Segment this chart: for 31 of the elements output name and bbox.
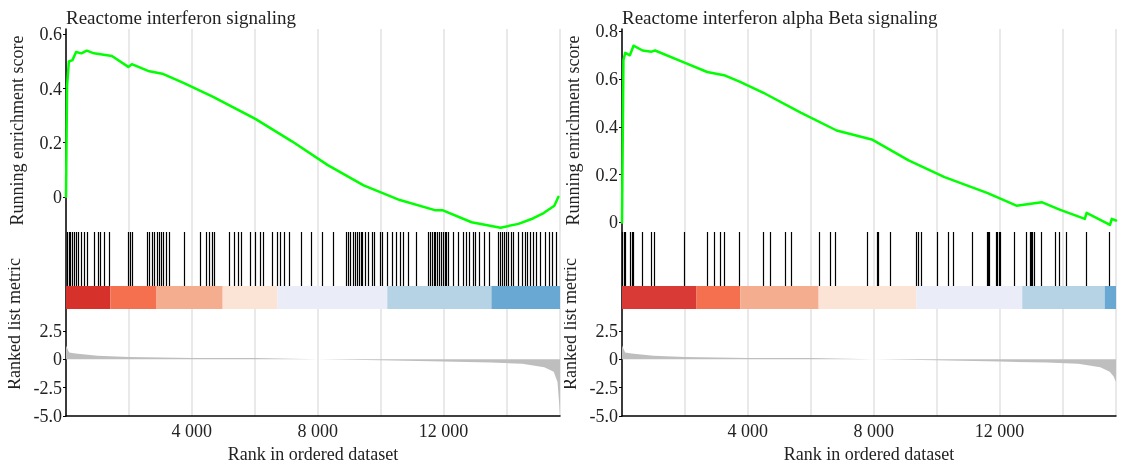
y-tick-label: 0 [53, 349, 62, 370]
y-axis-title: Running enrichment score [7, 35, 27, 226]
y-tick-label: -5.0 [589, 406, 618, 426]
y-tick-label: 0 [609, 349, 618, 370]
x-tick-label: 12 000 [974, 421, 1025, 441]
y-tick-label: 0.2 [39, 132, 62, 153]
y-tick-label: 2.5 [39, 320, 62, 341]
y-tick-label: 0.6 [39, 24, 62, 45]
y-tick-label: 0.4 [595, 116, 618, 137]
y-tick-label: 0 [609, 212, 618, 233]
chart-title: Reactome interferon alpha Beta signaling [622, 7, 938, 28]
x-axis-title: Rank in ordered dataset [783, 443, 955, 464]
x-tick-label: 4 000 [171, 421, 213, 441]
line-series [64, 49, 560, 229]
x-tick-label: 8 000 [297, 421, 338, 441]
y-tick-label: 0 [53, 186, 62, 207]
y-tick-label: -2.5 [33, 377, 62, 398]
x-tick-label: 12 000 [418, 421, 469, 441]
y-tick-label: -5.0 [33, 406, 62, 426]
y-tick-label: 0.8 [595, 21, 618, 42]
x-axis-title: Rank in ordered dataset [227, 443, 399, 464]
x-tick-label: 8 000 [853, 421, 894, 441]
x-tick-label: 4 000 [727, 421, 769, 441]
y-tick-label: 0.6 [595, 69, 618, 90]
y-tick-label: 0.2 [595, 164, 618, 185]
line-series [620, 44, 1118, 227]
y-tick-label: 2.5 [595, 320, 618, 341]
y-axis-title: Running enrichment score [563, 35, 583, 226]
y-tick-label: -2.5 [589, 377, 618, 398]
chart-title: Reactome interferon signaling [66, 7, 297, 28]
y-tick-label: 0.4 [39, 78, 62, 99]
